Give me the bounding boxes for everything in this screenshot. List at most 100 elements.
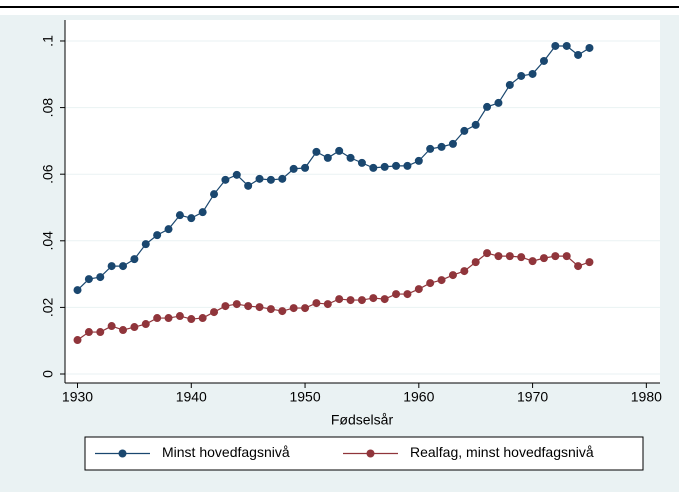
- point: [517, 71, 526, 80]
- point: [460, 267, 469, 276]
- legend-label: Minst hovedfagsnivå: [162, 444, 290, 460]
- x-tick-label: 1950: [289, 389, 320, 405]
- point: [392, 290, 401, 299]
- point: [221, 302, 230, 311]
- point: [210, 308, 219, 317]
- point: [84, 275, 93, 284]
- series-line: [77, 45, 590, 291]
- point: [574, 262, 583, 271]
- point: [551, 41, 560, 50]
- x-tick-label: 1960: [403, 389, 434, 405]
- point: [244, 302, 253, 311]
- point: [392, 161, 401, 170]
- x-tick-label: 1940: [176, 389, 207, 405]
- x-tick-label: 1970: [517, 389, 548, 405]
- point: [141, 240, 150, 249]
- point: [369, 163, 378, 172]
- point: [198, 208, 207, 217]
- point: [562, 41, 571, 50]
- point: [471, 120, 480, 129]
- y-tick-label: 0: [40, 370, 56, 378]
- point: [301, 163, 310, 172]
- point: [130, 255, 139, 264]
- x-axis-label: Fødselsår: [331, 412, 394, 428]
- plot-area: [65, 20, 660, 383]
- point: [187, 315, 196, 324]
- point: [437, 142, 446, 151]
- point: [73, 336, 82, 345]
- point: [357, 158, 366, 167]
- point: [221, 175, 230, 184]
- y-tick-label: .02: [40, 297, 56, 317]
- point: [585, 43, 594, 52]
- point: [403, 290, 412, 299]
- series-line: [77, 252, 590, 341]
- point: [84, 328, 93, 337]
- point: [232, 300, 241, 309]
- point: [107, 322, 116, 331]
- point: [164, 314, 173, 323]
- point: [141, 320, 150, 329]
- point: [380, 295, 389, 304]
- point: [187, 214, 196, 223]
- point: [107, 262, 116, 271]
- x-tick-label: 1980: [631, 389, 662, 405]
- point: [369, 294, 378, 303]
- legend-marker: [366, 449, 375, 458]
- point: [414, 156, 423, 165]
- legend-label: Realfag, minst hovedfagsnivå: [410, 444, 594, 460]
- point: [403, 161, 412, 170]
- point: [505, 80, 514, 89]
- point: [153, 231, 162, 240]
- point: [346, 296, 355, 305]
- point: [96, 273, 105, 282]
- legend-marker: [118, 449, 127, 458]
- y-tick-label: .04: [40, 231, 56, 251]
- point: [312, 147, 321, 156]
- point: [494, 98, 503, 107]
- x-tick-label: 1930: [62, 389, 93, 405]
- point: [244, 181, 253, 190]
- point: [426, 144, 435, 153]
- point: [73, 286, 82, 295]
- point: [539, 254, 548, 263]
- point: [357, 296, 366, 305]
- point: [539, 56, 548, 65]
- point: [585, 258, 594, 267]
- point: [517, 253, 526, 262]
- point: [266, 175, 275, 184]
- point: [505, 252, 514, 261]
- point: [164, 225, 173, 234]
- point: [437, 276, 446, 285]
- point: [414, 285, 423, 294]
- point: [175, 211, 184, 220]
- point: [119, 262, 128, 271]
- point: [460, 126, 469, 135]
- point: [301, 304, 310, 313]
- point: [528, 257, 537, 266]
- point: [96, 328, 105, 337]
- point: [471, 258, 480, 267]
- point: [289, 164, 298, 173]
- point: [232, 170, 241, 179]
- point: [346, 153, 355, 162]
- point: [551, 252, 560, 261]
- y-tick-label: .08: [40, 98, 56, 118]
- point: [426, 279, 435, 288]
- point: [312, 299, 321, 308]
- point: [448, 139, 457, 148]
- point: [266, 305, 275, 314]
- point: [483, 249, 492, 258]
- point: [494, 252, 503, 261]
- point: [335, 295, 344, 304]
- point: [119, 326, 128, 335]
- point: [528, 69, 537, 78]
- point: [255, 303, 264, 312]
- point: [562, 252, 571, 261]
- point: [255, 174, 264, 183]
- point: [278, 307, 287, 316]
- y-tick-label: .1: [40, 35, 56, 47]
- point: [278, 174, 287, 183]
